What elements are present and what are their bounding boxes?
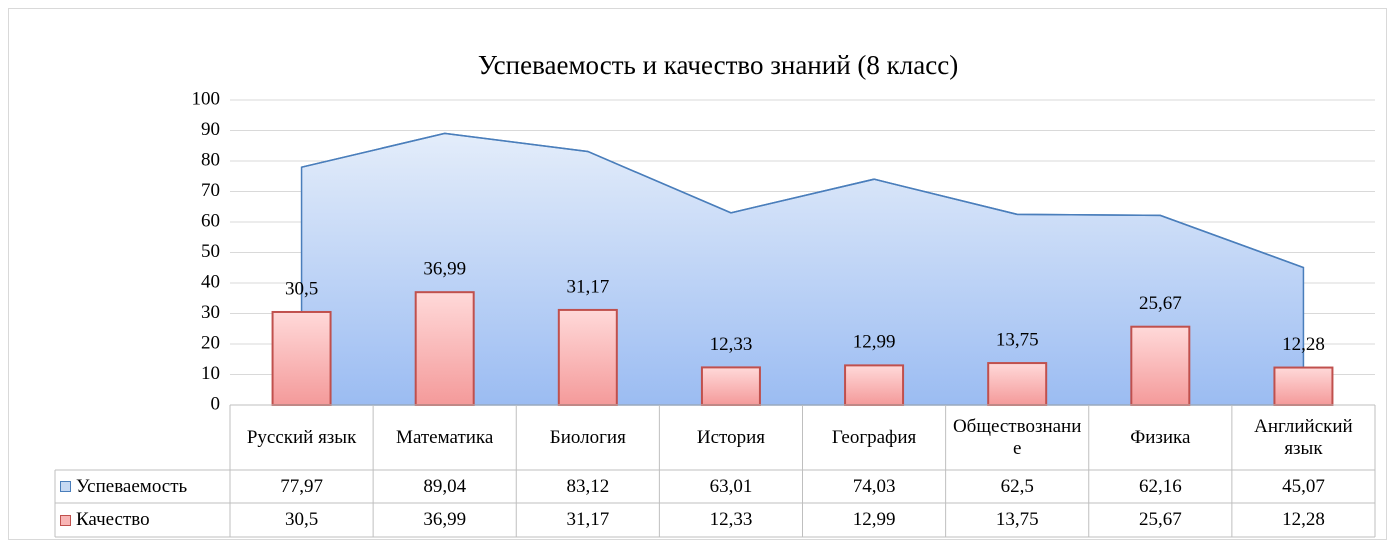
bar [557, 308, 618, 406]
bar [1130, 325, 1191, 407]
table-value: 30,5 [284, 509, 319, 530]
table-value: 12,99 [852, 509, 896, 530]
data-label: 12,99 [853, 332, 896, 353]
y-tick-label: 100 [192, 88, 221, 109]
table-value: 62,5 [1000, 475, 1034, 497]
data-label: 12,33 [710, 334, 753, 355]
legend-key [60, 481, 71, 492]
table-value: 45,07 [1282, 475, 1325, 497]
y-tick-label: 40 [201, 271, 220, 292]
data-label: 30,5 [285, 278, 318, 299]
category-label: Английский язык [1254, 415, 1353, 459]
category-label: Обществознание [952, 415, 1082, 459]
bar [987, 362, 1048, 406]
data-label: 12,28 [1282, 334, 1325, 355]
bar [414, 291, 475, 407]
y-tick-label: 10 [201, 363, 220, 384]
bar [1273, 366, 1334, 406]
bar [844, 364, 905, 406]
table-value: 62,16 [1138, 475, 1182, 497]
y-tick-label: 50 [201, 241, 220, 262]
table-value: 12,28 [1282, 509, 1325, 530]
y-tick-label: 30 [201, 302, 220, 323]
table-value: 63,01 [709, 475, 753, 497]
category-label: История [696, 426, 765, 448]
area-line [301, 132, 1304, 269]
legend-item: Успеваемость [60, 470, 187, 503]
table-value: 77,97 [280, 475, 323, 497]
bar [271, 310, 332, 407]
data-label: 36,99 [423, 259, 466, 280]
table-value: 31,17 [566, 509, 610, 530]
chart-title: Успеваемость и качество знаний (8 класс) [478, 50, 958, 80]
data-label: 31,17 [566, 276, 609, 297]
y-tick-label: 60 [201, 210, 220, 231]
table-value: 36,99 [423, 509, 467, 530]
table-value: 13,75 [995, 509, 1039, 530]
y-tick-label: 90 [201, 119, 220, 140]
legend-label: Качество [76, 509, 150, 530]
table-value: 89,04 [423, 475, 467, 497]
y-tick-label: 70 [201, 180, 220, 201]
legend-item: Качество [60, 503, 150, 537]
category-label: Математика [396, 426, 494, 448]
category-label: География [831, 426, 917, 448]
table-value: 83,12 [566, 475, 610, 497]
y-tick-label: 0 [211, 393, 221, 414]
legend-label: Успеваемость [76, 475, 188, 497]
data-label: 25,67 [1139, 293, 1182, 314]
table-value: 74,03 [852, 475, 896, 497]
table-value: 25,67 [1138, 509, 1182, 530]
category-label: Физика [1130, 426, 1191, 448]
legend-key [60, 514, 71, 526]
data-label: 13,75 [996, 329, 1039, 350]
category-label: Биология [549, 426, 626, 448]
y-tick-label: 20 [201, 332, 220, 353]
bar [700, 366, 761, 406]
category-label: Русский язык [246, 426, 357, 448]
y-tick-label: 80 [201, 149, 220, 170]
table-value: 12,33 [709, 509, 753, 530]
